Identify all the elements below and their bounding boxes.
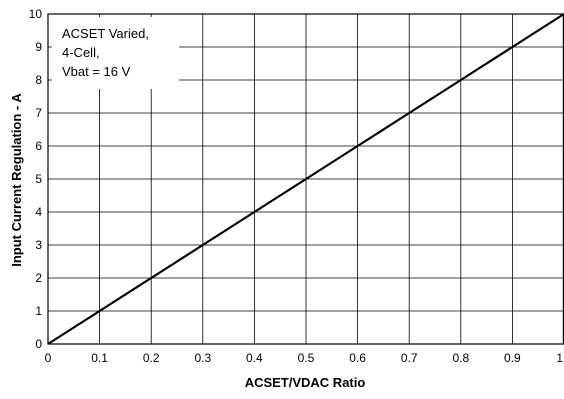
y-tick-labels: 0 1 2 3 4 5 6 7 8 9 10 [29, 7, 43, 351]
x-tick-label: 0.6 [349, 351, 366, 365]
y-tick-label: 0 [35, 337, 42, 351]
x-tick-label: 0.1 [91, 351, 108, 365]
y-tick-label: 1 [35, 304, 42, 318]
y-tick-label: 8 [35, 73, 42, 87]
x-axis-title: ACSET/VDAC Ratio [245, 375, 366, 390]
y-tick-label: 10 [29, 7, 43, 21]
annotation-line-2: 4-Cell, [62, 45, 100, 60]
series-layer [47, 13, 564, 345]
y-tick-label: 7 [35, 106, 42, 120]
x-tick-labels: 0 0.1 0.2 0.3 0.4 0.5 0.6 0.7 0.8 0.9 1 [45, 351, 564, 365]
y-axis-title: Input Current Regulation - A [9, 93, 24, 267]
y-tick-label: 6 [35, 139, 42, 153]
x-tick-label: 0.3 [194, 351, 211, 365]
x-tick-label: 0.7 [401, 351, 418, 365]
annotation-box: ACSET Varied, 4-Cell, Vbat = 16 V [52, 17, 179, 89]
y-tick-label: 4 [35, 205, 42, 219]
y-tick-label: 9 [35, 40, 42, 54]
y-tick-label: 2 [35, 271, 42, 285]
x-tick-label: 1 [556, 351, 563, 365]
annotation-line-3: Vbat = 16 V [62, 64, 131, 79]
x-tick-label: 0.2 [143, 351, 160, 365]
x-tick-label: 0 [45, 351, 52, 365]
plot-frame [47, 13, 564, 345]
annotation-line-1: ACSET Varied, [62, 26, 149, 41]
series-line [47, 13, 564, 345]
x-tick-label: 0.5 [298, 351, 315, 365]
x-tick-label: 0.9 [504, 351, 521, 365]
y-tick-label: 3 [35, 238, 42, 252]
x-tick-label: 0.4 [246, 351, 263, 365]
y-tick-label: 5 [35, 172, 42, 186]
x-tick-label: 0.8 [452, 351, 469, 365]
